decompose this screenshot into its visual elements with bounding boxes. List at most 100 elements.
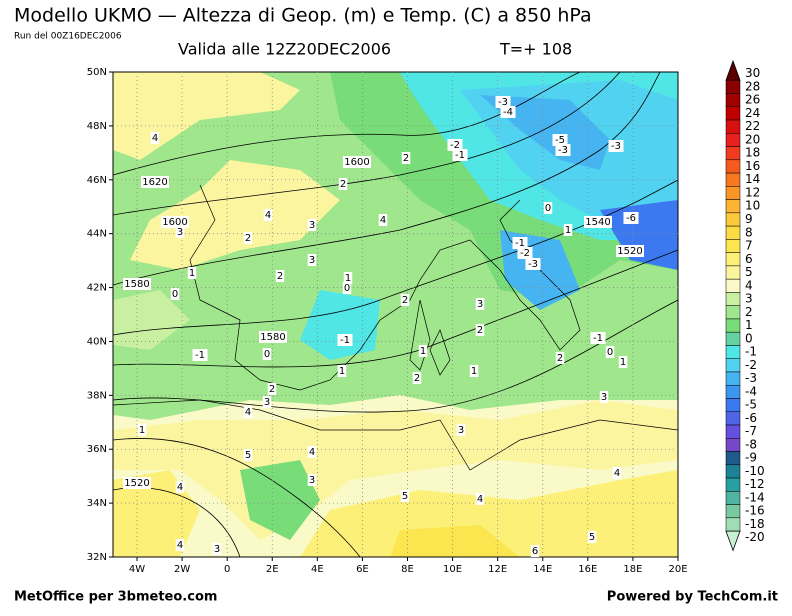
colorbar-label: 16 xyxy=(745,159,760,173)
contour-label-bg xyxy=(530,545,540,557)
contour-label-bg xyxy=(456,424,466,436)
contour-label-bg xyxy=(343,272,353,284)
contour-label: 2 xyxy=(557,353,563,364)
contour-label: 2 xyxy=(269,384,275,395)
contour-label: 1 xyxy=(620,357,626,368)
colorbar-swatch xyxy=(725,438,741,452)
contour-label: 0 xyxy=(172,289,178,300)
colorbar-label: -7 xyxy=(745,424,757,438)
contour-label: 1 xyxy=(345,273,351,284)
valid-time: Valida alle 12Z20DEC2006 xyxy=(178,40,391,59)
contour-label: -3 xyxy=(528,259,538,270)
contour-label: 3 xyxy=(309,475,315,486)
contour-label: 4 xyxy=(309,447,315,458)
contour-label: 2 xyxy=(477,325,483,336)
colorbar-swatch xyxy=(725,305,741,320)
contour-label: 3 xyxy=(264,397,270,408)
lon-label: 14E xyxy=(533,564,552,575)
contour-label-bg xyxy=(192,349,208,361)
colorbar-swatch xyxy=(725,133,741,147)
colorbar-swatch xyxy=(725,331,741,346)
colorbar-label: 4 xyxy=(745,278,753,292)
colorbar-swatch xyxy=(725,80,741,94)
contour-label-bg xyxy=(123,278,151,290)
colorbar-swatch xyxy=(725,106,741,121)
contour-label: -3 xyxy=(498,97,508,108)
lat-label: 36N xyxy=(87,444,107,455)
contour-label-bg xyxy=(616,245,644,257)
colorbar-swatch xyxy=(725,345,741,359)
colorbar-swatch xyxy=(725,451,741,466)
lat-label: 34N xyxy=(87,498,107,509)
contour-label: 5 xyxy=(402,491,408,502)
contour-label-bg xyxy=(175,539,185,551)
contour-label-bg xyxy=(170,288,180,300)
contour-label-bg xyxy=(400,294,410,306)
colorbar-label: -20 xyxy=(745,530,765,544)
contour-label: 1620 xyxy=(142,177,167,188)
contour-label-bg xyxy=(599,391,609,403)
contour-label-bg xyxy=(418,345,428,357)
lon-label: 16E xyxy=(578,564,597,575)
colorbar-label: -18 xyxy=(745,517,765,531)
contour-label: 0 xyxy=(344,283,350,294)
colorbar-swatch xyxy=(725,159,741,174)
contour-label-bg xyxy=(605,346,615,358)
contour-label: 3 xyxy=(477,299,483,310)
contour-label: -1 xyxy=(455,150,465,161)
colorbar-label: -6 xyxy=(745,411,757,425)
colorbar-swatch xyxy=(725,239,741,253)
contour-label-bg xyxy=(175,481,185,493)
contour-label: 3 xyxy=(309,220,315,231)
contour-label: 3 xyxy=(458,425,464,436)
contour-label-bg xyxy=(555,352,565,364)
colorbar-label: 9 xyxy=(745,212,753,226)
contour-label-bg xyxy=(307,446,317,458)
lon-label: 2E xyxy=(266,564,279,575)
contour-label: -1 xyxy=(593,333,603,344)
contour-label: 3 xyxy=(214,544,220,555)
colorbar-swatch xyxy=(725,371,741,386)
contour-label-bg xyxy=(307,254,317,266)
contour-label: -5 xyxy=(555,135,565,146)
lon-label: 0 xyxy=(224,564,230,575)
colorbar-swatch xyxy=(725,292,741,306)
contour-label-bg xyxy=(584,216,612,228)
colorbar-label: -14 xyxy=(745,490,765,504)
contour-label-bg xyxy=(187,267,197,279)
contour-label: 1 xyxy=(565,225,571,236)
lon-label: 20E xyxy=(668,564,687,575)
contour-label-bg xyxy=(475,324,485,336)
colorbar-swatch xyxy=(725,477,741,492)
colorbar-label: -8 xyxy=(745,437,757,451)
contour-label: 0 xyxy=(545,203,551,214)
colorbar-swatch xyxy=(725,199,741,214)
colorbar-label: 26 xyxy=(745,93,760,107)
colorbar-label: 12 xyxy=(745,185,760,199)
contour-label: 4 xyxy=(152,133,158,144)
colorbar-swatch xyxy=(725,517,741,532)
contour-label-bg xyxy=(141,176,169,188)
contour-label-bg xyxy=(612,467,622,479)
contour-label-bg xyxy=(342,282,352,294)
contour-label-bg xyxy=(590,332,606,344)
colorbar-swatch xyxy=(725,265,741,280)
contour-label-bg xyxy=(378,214,388,226)
contour-label-bg xyxy=(275,270,285,282)
contour-label: 1580 xyxy=(260,332,285,343)
contour-label-bg xyxy=(259,331,287,343)
lon-label: 10E xyxy=(443,564,462,575)
contour-label-bg xyxy=(338,178,348,190)
lat-label: 48N xyxy=(87,121,107,132)
lat-label: 42N xyxy=(87,283,107,294)
map-frame xyxy=(112,71,679,558)
colorbar-swatch xyxy=(725,186,741,200)
colorbar-swatch xyxy=(725,411,741,426)
contour-label: 4 xyxy=(614,468,620,479)
contour-label-bg xyxy=(452,149,468,161)
contour-label: -2 xyxy=(520,248,530,259)
lat-label: 46N xyxy=(87,175,107,186)
colorbar-label: 2 xyxy=(745,305,753,319)
lat-label: 40N xyxy=(87,336,107,347)
